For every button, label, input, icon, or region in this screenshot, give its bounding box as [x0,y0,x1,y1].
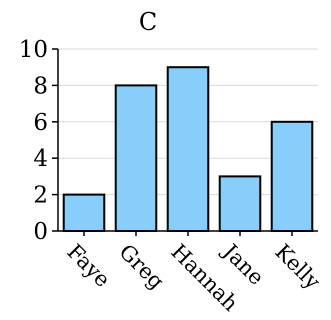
bar-faye [62,193,106,233]
bar-greg [114,84,158,233]
bars [62,66,314,233]
chart-title: C [139,8,157,36]
bar-hannah [166,66,210,232]
bar-kelly [270,120,314,232]
x-tick-label: Greg [114,240,168,294]
y-tick-label: 10 [19,37,48,63]
y-tick-labels: 0 2 4 6 8 10 [19,37,48,245]
y-tick-label: 4 [33,146,48,172]
bar-jane [218,175,262,232]
axes [52,48,318,236]
y-tick-label: 8 [33,73,48,99]
y-tick-label: 2 [33,183,48,209]
x-tick-label: Kelly [270,240,324,294]
y-tick-label: 0 [33,219,48,245]
y-tick-label: 6 [33,110,48,136]
x-tick-label: Faye [62,240,114,292]
